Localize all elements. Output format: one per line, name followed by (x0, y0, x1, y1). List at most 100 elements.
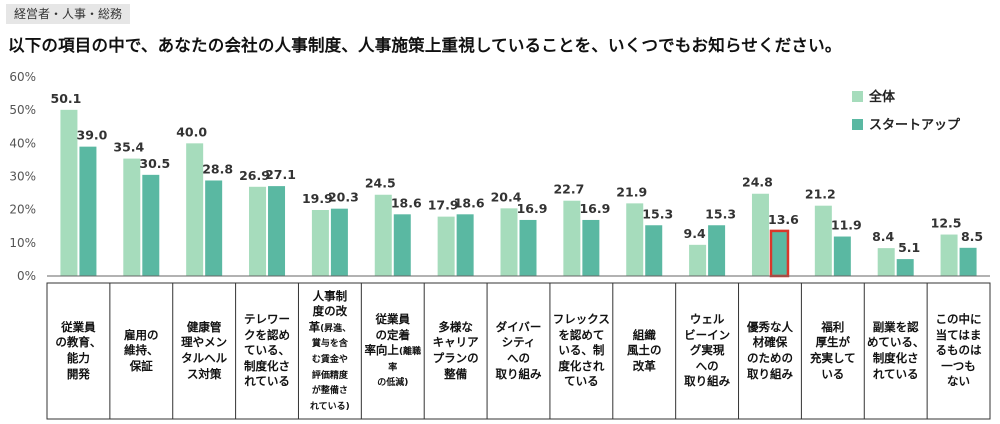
y-tick-label: 40% (9, 136, 36, 150)
bar (959, 247, 977, 276)
data-label: 22.7 (553, 182, 584, 197)
bar (708, 225, 726, 276)
category-label-main: フレックス を認めて いる、制 度化され ている (552, 312, 610, 389)
legend-label: 全体 (868, 89, 896, 105)
bar (645, 225, 663, 276)
data-label: 40.0 (176, 124, 207, 139)
data-label: 24.5 (365, 176, 396, 191)
data-label: 30.5 (139, 156, 170, 171)
bar (877, 248, 895, 276)
category-label: 副業を認 めている、 制度化さ れている (865, 284, 926, 418)
category-label: ダイバー シティ への 取り組み (488, 284, 549, 418)
category-label: 福利 厚生が 充実して いる (802, 284, 863, 418)
bar (751, 193, 769, 276)
bar (393, 214, 411, 276)
category-label-main: 福利 厚生が 充実して いる (809, 319, 856, 381)
data-label: 8.5 (961, 229, 983, 244)
data-label: 12.5 (931, 216, 962, 231)
y-tick-label: 50% (9, 103, 36, 117)
bar (330, 208, 348, 276)
legend-swatch (852, 91, 863, 102)
category-label: 健康管 理やメン タルヘル ス対策 (174, 284, 235, 418)
bar (268, 186, 286, 276)
category-label-main: 優秀な人 材確保 のための 取り組み (746, 319, 793, 381)
category-label: テレワー クを認め ている、 制度化さ れている (237, 284, 298, 418)
bar (500, 208, 518, 276)
category-label-main: テレワー クを認め ている、 制度化さ れている (244, 312, 291, 389)
data-label: 9.4 (684, 226, 706, 241)
bar (814, 205, 832, 276)
category-label: 従業員 の教育、 能力 開発 (48, 284, 109, 418)
data-label: 24.8 (742, 175, 773, 190)
category-label: 優秀な人 材確保 のための 取り組み (740, 284, 801, 418)
data-label: 50.1 (51, 91, 82, 106)
data-label: 39.0 (77, 128, 108, 143)
legend-swatch (852, 119, 863, 130)
bar (769, 229, 790, 278)
bar (626, 203, 644, 276)
category-label-main: 従業員 の定着 率向上 (364, 312, 410, 358)
category-label-main: 組織 風土の 改革 (626, 327, 662, 373)
category-label: 人事制 度の改 革(昇進、 賞与を含 む賃金や 評価精度 が整備さ れている) (299, 284, 360, 418)
category-table-border (46, 282, 991, 420)
bar (582, 219, 600, 276)
bar (833, 236, 851, 276)
data-label: 13.6 (768, 212, 799, 227)
data-label: 17.9 (428, 198, 459, 213)
data-label: 5.1 (898, 240, 920, 255)
data-label: 27.1 (265, 167, 296, 182)
category-label-main: 健康管 理やメン タルヘル ス対策 (181, 319, 228, 381)
bar (519, 219, 537, 276)
data-label: 11.9 (831, 218, 862, 233)
bar (940, 234, 958, 276)
category-label: 雇用の 維持、 保証 (111, 284, 172, 418)
category-label-sub: (昇進、 賞与を含 む賃金や 評価精度 が整備さ れている) (309, 323, 352, 412)
data-label: 20.3 (328, 190, 359, 205)
data-label: 15.3 (642, 206, 673, 221)
y-tick-label: 60% (9, 70, 36, 84)
data-label: 21.9 (616, 184, 647, 199)
bar (79, 146, 97, 276)
y-tick-label: 30% (9, 170, 36, 184)
y-tick-label: 0% (17, 269, 36, 283)
data-label: 20.4 (491, 189, 522, 204)
bar (563, 200, 581, 276)
category-label-sub: (離職率 の低減) (377, 347, 422, 389)
y-tick-label: 10% (9, 236, 36, 250)
category-tag: 経営者・人事・総務 (6, 4, 131, 24)
data-label: 16.9 (517, 201, 548, 216)
category-label-main: 多様な キャリア プランの 整備 (432, 319, 479, 381)
bar (142, 174, 160, 276)
bar (249, 186, 267, 276)
page-title: 以下の項目の中で、あなたの会社の人事制度、人事施策上重視していることを、いくつで… (8, 36, 842, 55)
data-label: 19.9 (302, 191, 333, 206)
data-label: 16.9 (579, 201, 610, 216)
bar (896, 259, 914, 276)
category-label: この中に 当てはま るものは 一つも ない (928, 284, 989, 418)
bar (689, 244, 707, 276)
category-label-main: この中に 当てはま るものは 一つも ない (935, 312, 982, 389)
data-label: 28.8 (202, 161, 233, 176)
category-label: フレックス を認めて いる、制 度化され ている (551, 284, 612, 418)
category-label: 組織 風土の 改革 (614, 284, 675, 418)
category-label-main: 従業員 の教育、 能力 開発 (55, 319, 102, 381)
category-label-main: ダイバー シティ への 取り組み (495, 319, 542, 381)
category-label-main: ウェル ビーイン グ実現 への 取り組み (684, 312, 731, 389)
data-label: 21.2 (805, 187, 836, 202)
data-label: 15.3 (705, 206, 736, 221)
bar (60, 109, 78, 277)
category-label: 多様な キャリア プランの 整備 (425, 284, 486, 418)
bar (186, 143, 204, 276)
bar (437, 216, 455, 276)
bar (311, 209, 329, 276)
data-label: 26.9 (239, 168, 270, 183)
category-label-main: 雇用の 維持、 保証 (124, 327, 159, 373)
bar (123, 158, 141, 276)
data-label: 18.6 (454, 195, 485, 210)
category-label-main: 人事制 度の改 革 (308, 288, 348, 334)
category-label-main: 副業を認 めている、 制度化さ れている (866, 319, 925, 381)
data-label: 35.4 (113, 140, 144, 155)
bar (456, 214, 474, 276)
data-label: 8.4 (872, 229, 894, 244)
